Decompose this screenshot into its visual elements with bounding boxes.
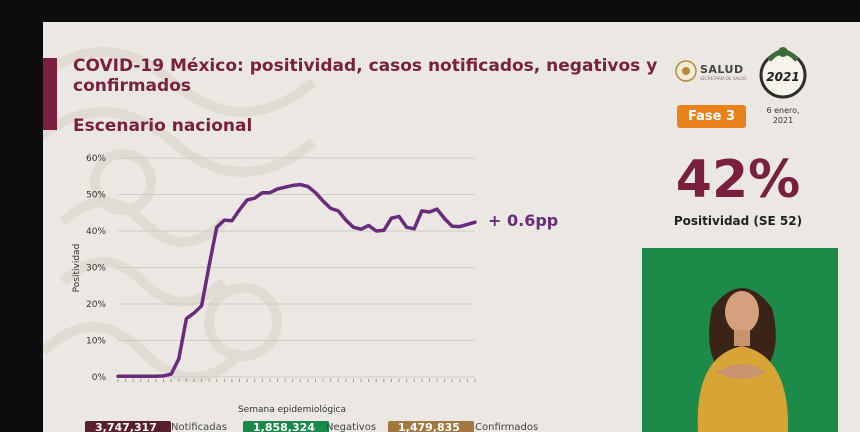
emblem-year-text: 2021 [766, 70, 799, 84]
title-accent-bar [43, 58, 57, 130]
notified-count: 3,747,317 [85, 421, 171, 432]
positivity-stat-caption: Positividad (SE 52) [673, 214, 803, 228]
notified-label: Notificadas [171, 422, 227, 432]
y-axis-label: Positividad [72, 244, 82, 293]
phase-badge: Fase 3 [677, 105, 746, 128]
salud-logo-text: SALUD [700, 63, 744, 76]
footer-bar: 3,747,317 Notificadas 1,858,324 Negativo… [43, 417, 643, 432]
y-tick-label: 50% [86, 191, 106, 201]
report-date: 6 enero, 2021 [766, 106, 800, 125]
slide: COVID-19 México: positividad, casos noti… [43, 22, 860, 432]
y-tick-label: 0% [92, 373, 107, 383]
negative-count: 1,858,324 [243, 421, 329, 432]
y-tick-label: 20% [86, 300, 106, 310]
y-tick-label: 60% [86, 154, 106, 164]
sign-language-interpreter-video [642, 248, 838, 432]
slide-subtitle: Escenario nacional [73, 116, 253, 136]
positivity-stat-value: 42% [675, 150, 801, 210]
change-label: + 0.6pp [488, 211, 558, 230]
y-tick-label: 30% [86, 264, 106, 274]
confirmed-count: 1,479,835 [388, 421, 474, 432]
confirmed-label: Confirmados [475, 422, 539, 432]
series-line-positividad [116, 182, 477, 379]
interpreter-person-icon [642, 248, 838, 432]
x-axis-label: Semana epidemiológica [238, 404, 346, 415]
slide-title: COVID-19 México: positividad, casos noti… [73, 56, 658, 96]
positivity-chart: 0% 10% 20% 30% 40% 50% 60% Positividad Semana … [72, 154, 558, 415]
y-tick-label: 40% [86, 227, 106, 237]
year-2021-emblem: 2021 [759, 47, 807, 99]
salud-logo-icon [675, 60, 697, 82]
negative-label: Negativos [326, 422, 377, 432]
ministry-text: SECRETARÍA DE SALUD [700, 76, 747, 81]
y-tick-label: 10% [86, 337, 106, 347]
decorative-pattern-icon [43, 47, 317, 382]
